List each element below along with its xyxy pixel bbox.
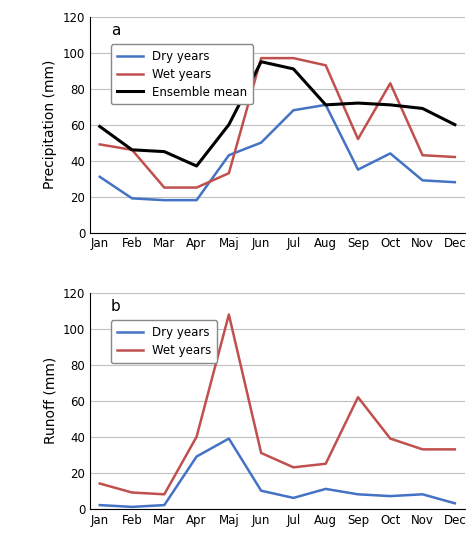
Ensemble mean (452, 121, 458, 128)
Dry years (323, 102, 328, 108)
Y-axis label: Runoff (mm): Runoff (mm) (43, 357, 57, 444)
Ensemble mean (291, 65, 296, 72)
Dry years (258, 139, 264, 146)
Wet years (323, 461, 328, 467)
Ensemble mean (323, 102, 328, 108)
Ensemble mean (129, 146, 135, 153)
Dry years (162, 197, 167, 203)
Dry years (291, 107, 296, 113)
Line: Dry years: Dry years (100, 439, 455, 507)
Wet years (387, 80, 393, 87)
Y-axis label: Precipitation (mm): Precipitation (mm) (43, 60, 57, 190)
Wet years (355, 394, 361, 401)
Wet years (97, 480, 102, 487)
Wet years (258, 55, 264, 61)
Line: Dry years: Dry years (100, 105, 455, 200)
Text: b: b (110, 300, 120, 314)
Ensemble mean (162, 148, 167, 155)
Dry years (355, 491, 361, 498)
Wet years (355, 136, 361, 143)
Wet years (452, 154, 458, 160)
Ensemble mean (355, 100, 361, 106)
Dry years (323, 486, 328, 492)
Ensemble mean (226, 121, 232, 128)
Wet years (162, 491, 167, 498)
Ensemble mean (194, 163, 200, 169)
Text: a: a (110, 23, 120, 38)
Wet years (129, 489, 135, 496)
Wet years (387, 435, 393, 442)
Wet years (258, 449, 264, 456)
Wet years (129, 146, 135, 153)
Dry years (291, 495, 296, 501)
Dry years (162, 502, 167, 509)
Line: Ensemble mean: Ensemble mean (100, 61, 455, 166)
Wet years (194, 184, 200, 191)
Dry years (258, 487, 264, 494)
Dry years (194, 197, 200, 203)
Ensemble mean (387, 102, 393, 108)
Dry years (452, 500, 458, 506)
Dry years (419, 177, 425, 184)
Dry years (194, 453, 200, 460)
Dry years (97, 173, 102, 180)
Wet years (97, 141, 102, 148)
Wet years (323, 62, 328, 69)
Dry years (355, 166, 361, 173)
Line: Wet years: Wet years (100, 315, 455, 494)
Dry years (226, 152, 232, 159)
Dry years (387, 150, 393, 157)
Line: Wet years: Wet years (100, 58, 455, 188)
Dry years (129, 504, 135, 510)
Wet years (162, 184, 167, 191)
Wet years (419, 152, 425, 159)
Ensemble mean (419, 105, 425, 112)
Dry years (226, 435, 232, 442)
Dry years (419, 491, 425, 498)
Dry years (387, 492, 393, 499)
Wet years (291, 55, 296, 61)
Dry years (97, 502, 102, 509)
Wet years (291, 464, 296, 471)
Wet years (226, 311, 232, 318)
Ensemble mean (97, 123, 102, 130)
Wet years (452, 446, 458, 453)
Dry years (452, 179, 458, 186)
Ensemble mean (258, 58, 264, 65)
Wet years (419, 446, 425, 453)
Legend: Dry years, Wet years: Dry years, Wet years (111, 320, 218, 363)
Legend: Dry years, Wet years, Ensemble mean: Dry years, Wet years, Ensemble mean (111, 44, 253, 105)
Dry years (129, 195, 135, 202)
Wet years (226, 170, 232, 177)
Wet years (194, 433, 200, 440)
